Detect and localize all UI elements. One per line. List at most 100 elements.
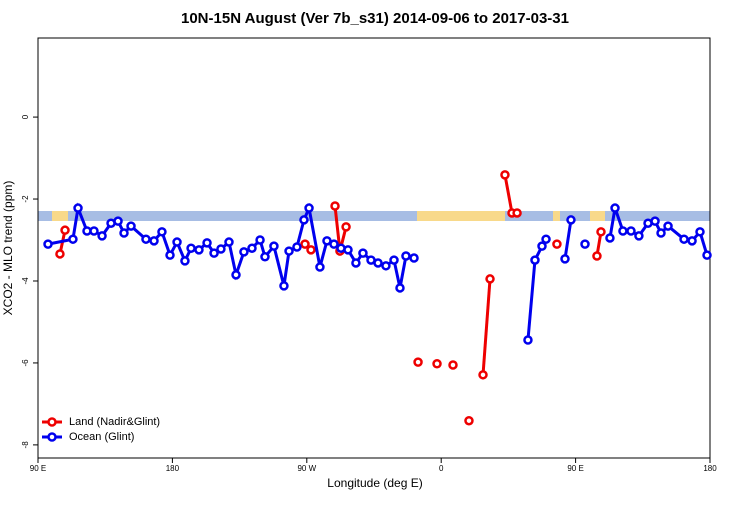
x-tick-label: 90 W: [297, 464, 316, 473]
data-point: [381, 261, 391, 271]
data-point: [537, 241, 547, 251]
data-point: [284, 246, 294, 256]
data-point: [330, 201, 340, 211]
data-point: [389, 255, 399, 265]
data-point: [247, 243, 257, 253]
x-tick-label: 0: [439, 464, 444, 473]
data-point: [663, 221, 673, 231]
data-point: [172, 237, 182, 247]
data-point: [300, 239, 310, 249]
data-point: [373, 258, 383, 268]
data-point: [358, 248, 368, 258]
data-point: [478, 370, 488, 380]
series-line: [526, 238, 548, 341]
data-point: [194, 245, 204, 255]
data-point: [209, 248, 219, 258]
data-point: [523, 335, 533, 345]
data-point: [695, 227, 705, 237]
data-point: [592, 251, 602, 261]
y-tick-label: -4: [21, 277, 30, 285]
data-point: [165, 250, 175, 260]
data-point: [306, 245, 316, 255]
data-point: [679, 234, 689, 244]
x-axis-label: Longitude (deg E): [327, 476, 422, 490]
data-point: [231, 270, 241, 280]
data-point: [343, 245, 353, 255]
series-line: [481, 278, 492, 375]
data-point: [401, 251, 411, 261]
data-point: [687, 236, 697, 246]
plot-frame: [37, 37, 711, 459]
x-tick-label: 180: [166, 464, 180, 473]
y-tick-label: 0: [21, 114, 30, 119]
data-point: [141, 234, 151, 244]
reference-band: [38, 211, 710, 221]
chart-title: 10N-15N August (Ver 7b_s31) 2014-09-06 t…: [181, 10, 569, 27]
y-axis-label: XCO2 - MLO trend (ppm): [1, 181, 15, 316]
data-point: [618, 226, 628, 236]
data-point: [351, 258, 361, 268]
data-point: [610, 203, 620, 213]
legend-marker: [47, 417, 57, 427]
data-point: [512, 208, 522, 218]
series-line: [503, 174, 518, 215]
data-point: [409, 253, 419, 263]
data-point: [485, 274, 495, 284]
data-point: [239, 247, 249, 257]
data-point: [530, 255, 540, 265]
data-point: [202, 238, 212, 248]
data-point: [299, 215, 309, 225]
data-point: [322, 236, 332, 246]
data-point: [656, 228, 666, 238]
data-point: [432, 359, 442, 369]
y-tick-label: -2: [21, 195, 30, 203]
x-tick-label: 90 E: [567, 464, 583, 473]
data-point: [448, 360, 458, 370]
y-tick-label: -8: [21, 441, 30, 449]
data-point: [180, 256, 190, 266]
data-point: [580, 239, 590, 249]
data-point: [149, 236, 159, 246]
data-point: [464, 415, 474, 426]
data-point: [55, 249, 65, 259]
data-point: [224, 237, 234, 247]
data-point: [634, 231, 644, 241]
x-tick-label: 180: [703, 464, 717, 473]
data-point: [605, 233, 615, 243]
data-point: [626, 226, 636, 236]
data-point: [279, 281, 289, 291]
data-point: [500, 170, 510, 180]
data-point: [395, 283, 405, 293]
legend-label: Land (Nadir&Glint): [69, 416, 160, 428]
series-line: [563, 219, 573, 260]
data-point: [68, 234, 78, 244]
data-point: [413, 357, 423, 367]
data-point: [552, 239, 562, 249]
data-point: [157, 227, 167, 237]
x-tick-label: 90 E: [30, 464, 46, 473]
data-point: [186, 243, 196, 253]
data-point: [269, 241, 279, 251]
data-point: [216, 244, 226, 254]
data-point: [596, 227, 606, 237]
data-point: [650, 216, 660, 226]
legend-marker: [47, 432, 57, 442]
data-point: [566, 215, 576, 225]
data-point: [315, 262, 325, 272]
data-point: [260, 252, 270, 262]
data-point: [541, 234, 551, 244]
data-point: [304, 203, 314, 213]
data-point: [73, 203, 83, 213]
legend-label: Ocean (Glint): [69, 431, 134, 443]
data-point: [89, 226, 99, 236]
data-point: [560, 254, 570, 264]
data-point: [255, 235, 265, 245]
data-point: [97, 231, 107, 241]
data-point: [119, 228, 129, 238]
data-point: [329, 239, 339, 249]
data-point: [292, 242, 302, 252]
data-point: [702, 250, 712, 260]
data-point: [126, 221, 136, 231]
data-point: [43, 239, 53, 249]
